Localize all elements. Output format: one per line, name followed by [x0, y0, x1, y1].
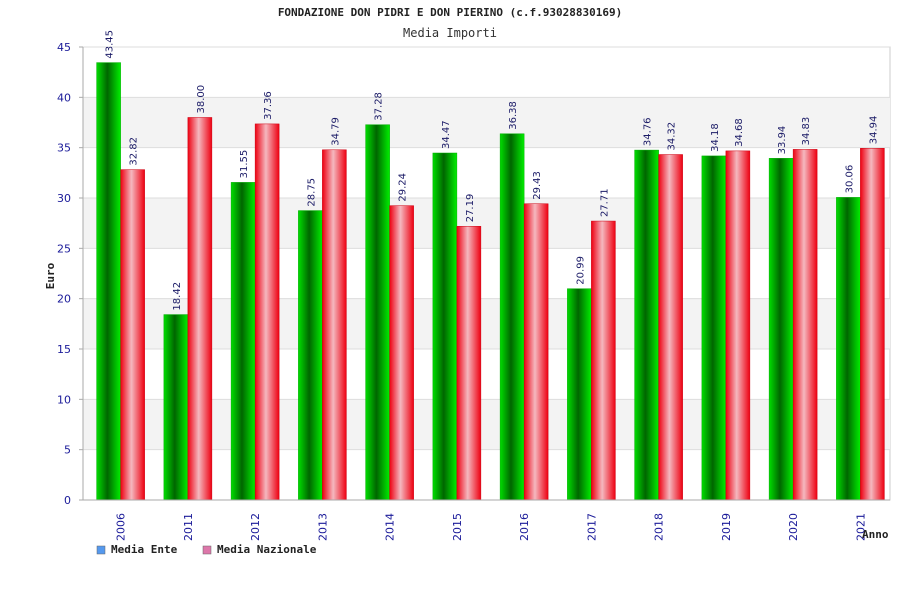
bar-value-label: 29.24 — [398, 173, 409, 202]
bar-value-label: 34.94 — [868, 116, 879, 145]
y-axis-label: Euro — [44, 262, 57, 289]
bar-media-ente-2020 — [768, 158, 794, 501]
bar-media-ente-2014 — [365, 124, 390, 501]
legend: Media Ente Media Nazionale — [96, 543, 317, 556]
bar-value-label: 32.82 — [129, 137, 140, 166]
x-tick-label: 2016 — [518, 513, 531, 541]
bar-value-label: 18.42 — [172, 282, 183, 311]
x-tick-label: 2017 — [585, 513, 598, 541]
bar-media-ente-2019 — [701, 155, 727, 501]
bar-media-nazionale-2017 — [591, 220, 616, 501]
bar-value-label: 38.00 — [196, 85, 207, 114]
y-tick-label: 35 — [57, 142, 71, 155]
x-tick-label: 2019 — [720, 513, 733, 541]
bar-media-nazionale-2012 — [254, 123, 280, 501]
legend-swatch — [202, 545, 212, 555]
bar-media-ente-2018 — [634, 149, 659, 501]
bar-value-label: 34.68 — [734, 118, 745, 147]
bar-value-label: 29.43 — [532, 171, 543, 200]
x-tick-label: 2012 — [249, 513, 262, 541]
bars-group: 43.45 32.82 18.42 38.00 31.55 37.36 28.75 34.79… — [96, 30, 885, 501]
y-tick-label: 0 — [64, 494, 71, 507]
bar-media-ente-2012 — [230, 182, 256, 501]
legend-label: Media Nazionale — [217, 543, 317, 556]
x-axis: 2006 2011 2012 2013 2014 2015 2016 2017 2018 2019… — [83, 499, 890, 541]
bar-media-ente-2011 — [163, 314, 189, 501]
chart-subtitle: Media Importi — [403, 26, 497, 40]
x-tick-label: 2021 — [854, 513, 867, 541]
y-tick-label: 45 — [57, 41, 71, 54]
x-tick-label: 2011 — [182, 513, 195, 541]
y-tick-label: 5 — [64, 444, 71, 457]
x-tick-label: 2018 — [653, 513, 666, 541]
bar-value-label: 31.55 — [239, 150, 250, 179]
bar-value-label: 20.99 — [575, 256, 586, 285]
grid-band — [83, 198, 890, 249]
bar-media-ente-2013 — [298, 210, 323, 501]
y-axis: 0 5 10 15 20 25 30 35 40 45 — [57, 41, 84, 507]
bar-media-nazionale-2019 — [725, 150, 751, 501]
bar-value-label: 34.76 — [643, 117, 654, 146]
bar-media-nazionale-2018 — [658, 154, 683, 501]
bar-value-label: 34.47 — [441, 120, 452, 149]
bar-value-label: 27.19 — [465, 194, 476, 223]
bar-media-ente-2006 — [96, 62, 121, 501]
x-tick-label: 2006 — [115, 513, 128, 541]
bar-value-label: 36.38 — [508, 101, 519, 130]
bar-value-label: 34.79 — [330, 117, 341, 146]
legend-label: Media Ente — [111, 543, 178, 556]
y-tick-label: 15 — [57, 343, 71, 356]
grid-band — [83, 97, 890, 148]
bar-value-label: 37.28 — [374, 92, 385, 121]
y-tick-label: 40 — [57, 91, 71, 104]
bar-media-nazionale-2015 — [456, 226, 482, 501]
x-tick-label: 2020 — [787, 513, 800, 541]
bar-media-nazionale-2021 — [860, 148, 885, 501]
bar-value-label: 27.71 — [599, 188, 610, 217]
bar-value-label: 34.32 — [667, 122, 678, 151]
bar-media-nazionale-2016 — [523, 203, 549, 501]
x-axis-label: Anno — [862, 528, 889, 541]
bar-media-ente-2017 — [567, 288, 592, 501]
bar-media-nazionale-2006 — [120, 169, 145, 501]
bar-value-label: 34.83 — [801, 117, 812, 146]
x-tick-label: 2014 — [384, 513, 397, 541]
grid-band — [83, 399, 890, 450]
bar-media-nazionale-2020 — [792, 149, 818, 501]
legend-swatch — [96, 545, 106, 555]
plot-background — [82, 46, 891, 501]
bar-media-ente-2016 — [499, 133, 525, 501]
bar-value-label: 28.75 — [306, 178, 317, 207]
bar-media-ente-2015 — [432, 152, 458, 501]
bar-value-label: 43.45 — [105, 30, 116, 59]
y-tick-label: 10 — [57, 393, 71, 406]
bar-value-label: 30.06 — [844, 165, 855, 194]
x-tick-label: 2013 — [316, 513, 329, 541]
bar-media-nazionale-2014 — [389, 205, 414, 501]
bar-value-label: 34.18 — [710, 123, 721, 152]
bar-value-label: 37.36 — [263, 91, 274, 120]
chart-title: FONDAZIONE DON PIDRI E DON PIERINO (c.f.… — [278, 6, 622, 19]
y-tick-label: 30 — [57, 192, 71, 205]
y-tick-label: 20 — [57, 293, 71, 306]
bar-value-label: 33.94 — [777, 126, 788, 155]
y-tick-label: 25 — [57, 242, 71, 255]
x-tick-label: 2015 — [451, 513, 464, 541]
grid-band — [83, 298, 890, 349]
bar-media-nazionale-2011 — [187, 117, 213, 501]
bar-media-nazionale-2013 — [322, 149, 347, 501]
bar-media-ente-2021 — [836, 197, 861, 501]
